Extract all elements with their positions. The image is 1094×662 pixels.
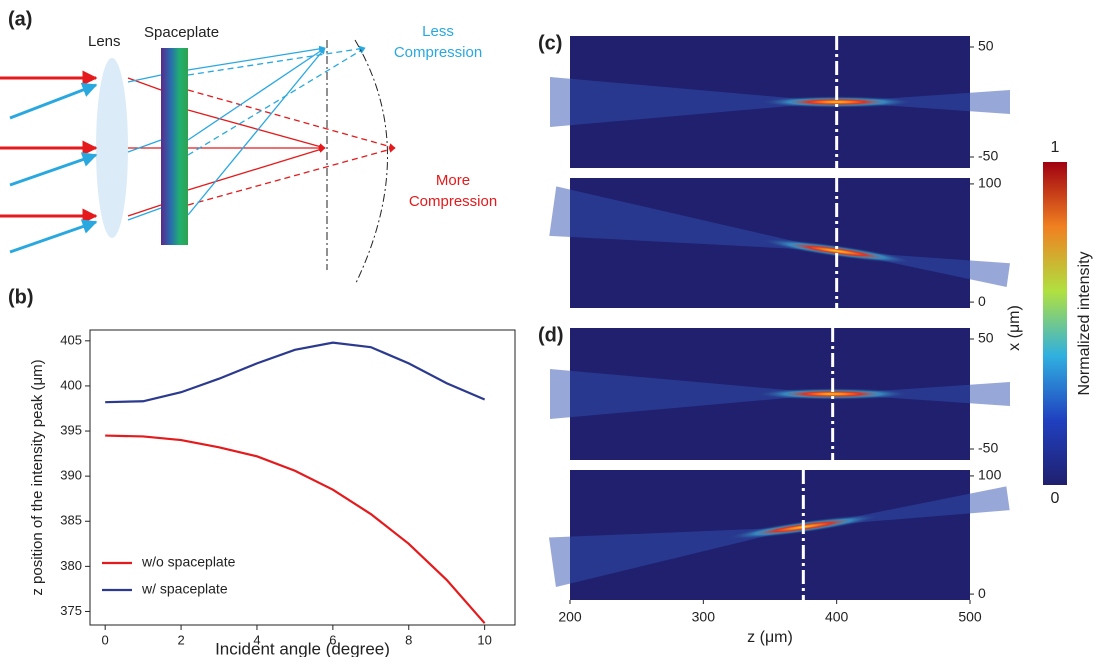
x-tick-label: 200: [558, 609, 582, 625]
legend-label: w/o spaceplate: [141, 554, 236, 570]
x-axis-label: z (μm): [747, 629, 793, 646]
x-axis-label: Incident angle (degree): [215, 639, 390, 657]
y-tick-label: -50: [978, 148, 998, 164]
x-tick-label: 300: [692, 609, 716, 625]
colorbar-tick-label: 0: [1051, 490, 1060, 507]
charts: (b)0 2 4 6 8 10375380385390395400405Incident …: [8, 32, 1093, 658]
y-tick-label: 380: [60, 558, 82, 573]
beam-core: [757, 238, 916, 264]
less-label: Compression: [394, 44, 482, 61]
x-tick-label: 0: [102, 632, 109, 647]
y-tick-label: 400: [60, 377, 82, 392]
panel-label: (a): [8, 8, 32, 30]
panel-label: (b): [8, 286, 34, 308]
more-label: Compression: [409, 193, 497, 210]
x-tick-label: 500: [958, 609, 982, 625]
legend-label: w/ spaceplate: [141, 581, 228, 597]
colorbar-label: Normalized intensity: [1076, 251, 1093, 395]
spaceplate: [161, 48, 188, 245]
y-tick-label: 100: [978, 467, 1002, 483]
y-tick-label: 100: [978, 175, 1002, 191]
colorbar: [1043, 162, 1067, 485]
beam-core: [756, 96, 917, 108]
lens: [96, 58, 128, 238]
colorbar-tick-label: 1: [1051, 139, 1060, 156]
y-tick-label: 375: [60, 603, 82, 618]
beam-core: [752, 388, 913, 400]
x-tick-label: 6: [329, 632, 336, 647]
y-tick-label: 50: [978, 38, 994, 54]
x-tick-label: 10: [477, 632, 491, 647]
y-tick-label: 385: [60, 513, 82, 528]
y-tick-label: 0: [978, 585, 986, 601]
y-tick-label: -50: [978, 440, 998, 456]
line-series: [105, 341, 486, 404]
beam-halo: [548, 486, 1010, 588]
y-tick-label: 50: [978, 330, 994, 346]
more-label: More: [436, 172, 470, 189]
y-axis-label: z position of the intensity peak (μm): [29, 359, 46, 595]
spaceplate-label: Spaceplate: [144, 24, 219, 41]
beam: [550, 77, 1010, 127]
line-series: [105, 434, 486, 624]
y-tick-label: 0: [978, 293, 986, 309]
less-label: Less: [422, 23, 454, 40]
x-tick-label: 8: [405, 632, 412, 647]
focal-surface: [354, 39, 388, 286]
x-tick-label: 400: [825, 609, 849, 625]
x-tick-label: 4: [253, 632, 260, 647]
y-tick-label: 395: [60, 422, 82, 437]
y-axis-label: x (μm): [1006, 305, 1023, 351]
plot-frame: [89, 329, 516, 626]
diagram: (a) Lens Spaceplate Less Compression Mor…: [0, 8, 497, 286]
panel-label: (d): [538, 324, 564, 346]
beam: [550, 369, 1010, 419]
lens-label: Lens: [88, 33, 121, 50]
x-tick-label: 2: [177, 632, 184, 647]
y-tick-label: 405: [60, 332, 82, 347]
panel-label: (c): [538, 32, 562, 54]
y-tick-label: 390: [60, 468, 82, 483]
beam: [549, 186, 1010, 288]
